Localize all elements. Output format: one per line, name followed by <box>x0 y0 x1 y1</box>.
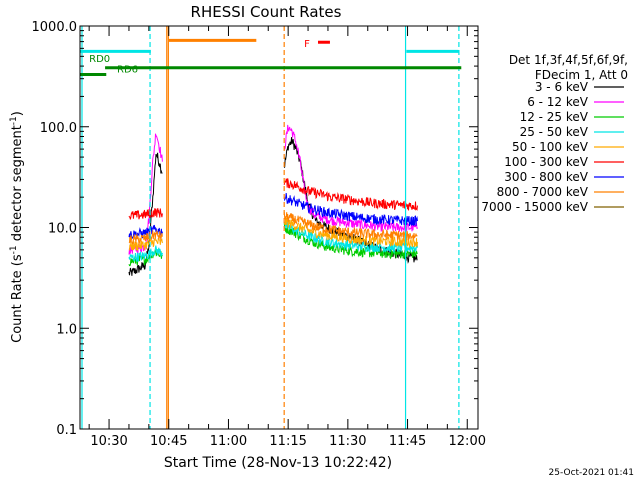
legend-entry-label-5: 100 - 300 keV <box>504 155 588 169</box>
flag-label-2: F <box>304 39 310 50</box>
x-tick-label-4: 11:30 <box>329 434 366 449</box>
y-axis-label-tail: detector segment <box>10 125 25 245</box>
y-axis-label-sup-2: -1 <box>9 116 19 125</box>
series-line-0-seg-0 <box>128 152 163 276</box>
series-line-6-seg-1 <box>283 192 418 227</box>
legend-entry-label-4: 50 - 100 keV <box>512 140 589 154</box>
x-tick-label-0: 10:30 <box>90 434 127 449</box>
legend-header-1: FDecim 1, Att 0 <box>535 68 628 82</box>
series-line-5-seg-1 <box>283 178 418 211</box>
series-line-0-seg-1 <box>283 137 418 264</box>
flag-label-0: S <box>160 6 166 17</box>
legend-header-0: Det 1f,3f,4f,5f,6f,9f, <box>509 53 628 67</box>
plot-frame <box>79 25 479 430</box>
x-tick-label-5: 11:45 <box>389 434 426 449</box>
x-tick-label-2: 11:00 <box>210 434 247 449</box>
legend-entry-label-0: 3 - 6 keV <box>535 80 589 94</box>
series-line-4-seg-0 <box>128 237 163 252</box>
flag-label-4: RD6 <box>117 64 138 75</box>
x-axis-ticks: 10:30 10:45 11:00 11:15 11:30 11:45 12:00 <box>88 26 486 449</box>
legend-entry-label-2: 12 - 25 keV <box>520 110 589 124</box>
y-axis-ticks: 0.1 1.0 10.0 100.0 1000.0 <box>32 20 478 438</box>
y-axis-label-sup: -1 <box>9 245 19 254</box>
y-tick-label-0: 0.1 <box>56 423 77 438</box>
y-tick-label-1: 1.0 <box>56 322 77 337</box>
x-tick-label-3: 11:15 <box>269 434 306 449</box>
y-tick-label-3: 100.0 <box>40 121 77 136</box>
chart-title: RHESSI Count Rates <box>191 3 342 21</box>
legend-entry-label-6: 300 - 800 keV <box>504 170 588 184</box>
series-line-7-seg-0 <box>128 230 163 245</box>
x-tick-label-6: 12:00 <box>449 434 486 449</box>
legend: Det 1f,3f,4f,5f,6f,9f,FDecim 1, Att 03 -… <box>481 53 628 214</box>
series-line-5-seg-0 <box>128 208 163 220</box>
legend-entry-label-1: 6 - 12 keV <box>527 95 589 109</box>
plot-area: SN F RD0 RD6 <box>80 6 462 429</box>
y-axis-label-main: Count Rate (s <box>10 254 25 343</box>
y-tick-label-2: 10.0 <box>48 222 77 237</box>
x-tick-label-1: 10:45 <box>150 434 187 449</box>
timestamp: 25-Oct-2021 01:41 <box>549 468 634 478</box>
series-line-1-seg-1 <box>283 124 418 233</box>
legend-entry-label-3: 25 - 50 keV <box>520 125 589 139</box>
flag-label-1: N <box>160 14 167 25</box>
y-axis-label: Count Rate (s-1 detector segment-1) <box>9 111 25 343</box>
series-line-7-seg-1 <box>283 211 418 241</box>
series-line-4-seg-1 <box>283 217 418 249</box>
series-line-3-seg-0 <box>128 245 163 263</box>
legend-entry-label-7: 800 - 7000 keV <box>497 185 589 199</box>
y-tick-label-4: 1000.0 <box>32 20 78 35</box>
x-axis-label: Start Time (28-Nov-13 10:22:42) <box>164 455 392 471</box>
flag-label-3: RD0 <box>89 54 110 65</box>
y-axis-label-close: ) <box>10 111 25 116</box>
legend-entry-label-8: 7000 - 15000 keV <box>481 200 588 214</box>
